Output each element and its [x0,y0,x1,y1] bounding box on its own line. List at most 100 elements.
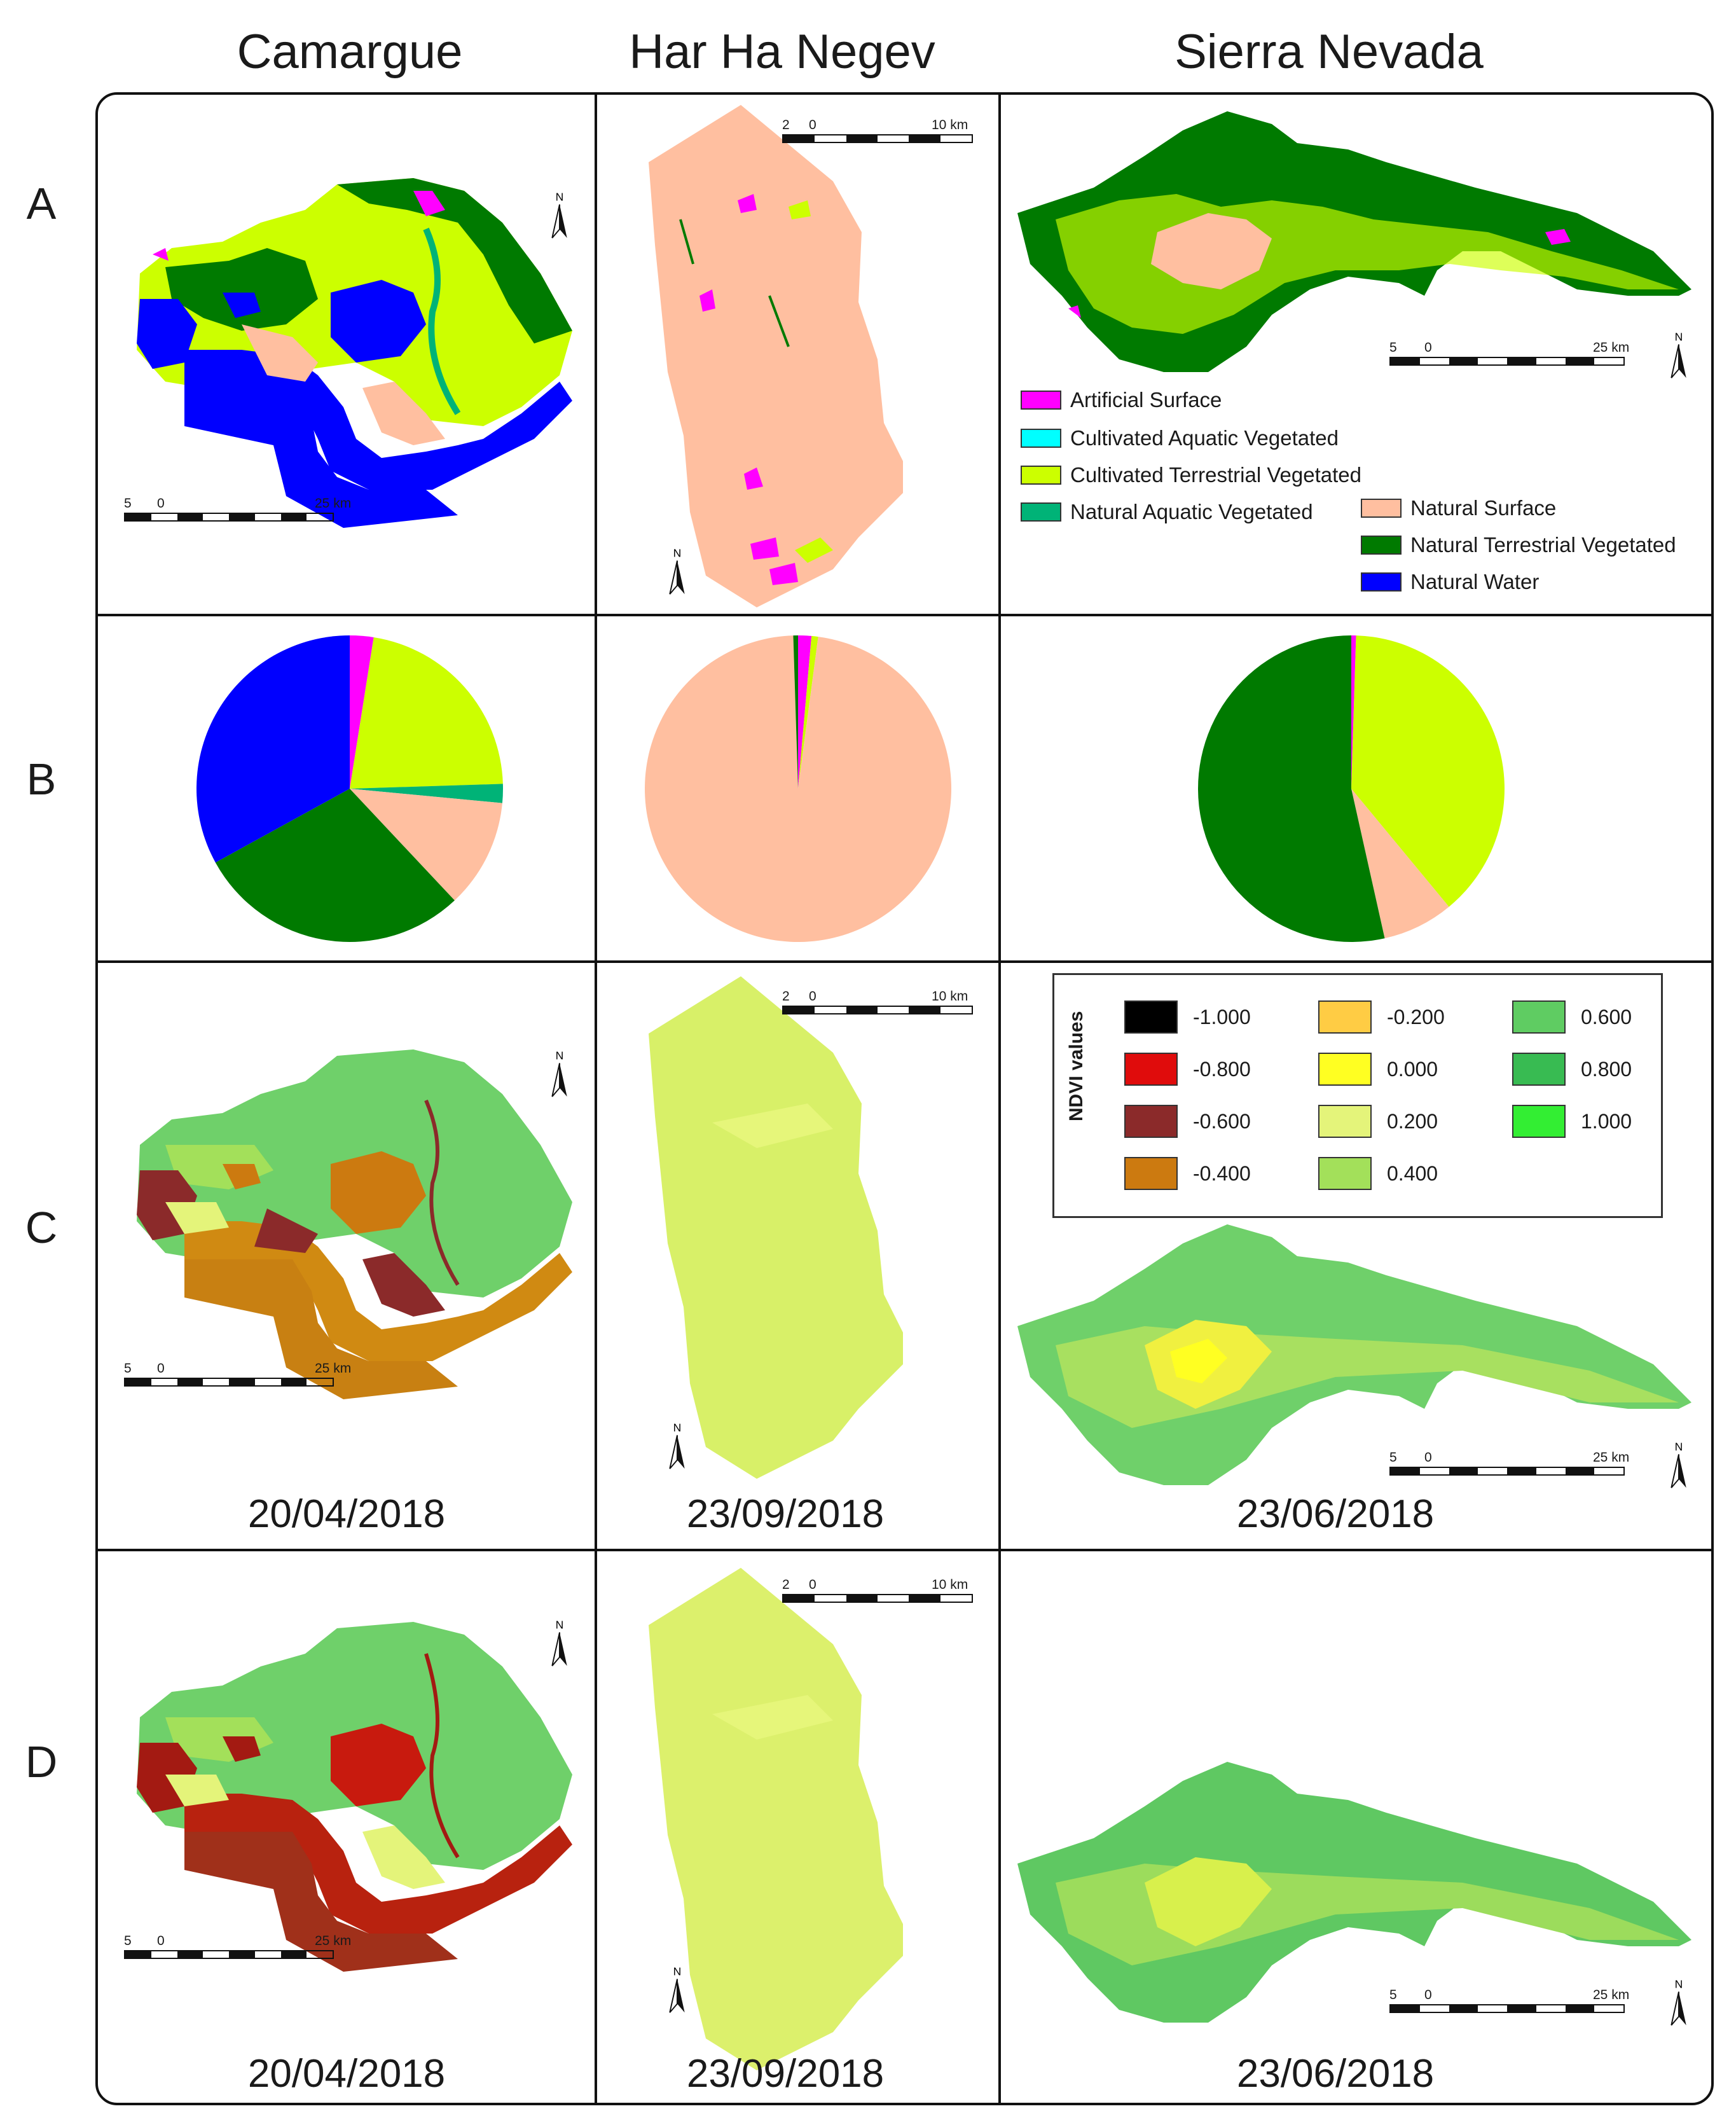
scale-label-left: 5 [124,496,132,511]
column-divider [998,92,1001,2105]
scale-label-right: 10 km [932,1577,968,1592]
scale-label-zero: 0 [1424,1988,1432,2002]
scale-label-left: 5 [1389,1988,1397,2002]
scale-bar-graphic [1389,1467,1625,1476]
ndvi-legend-item: 0.200 [1318,1105,1438,1138]
pie-slice-natural-surface [350,789,502,901]
column-title-negev: Har Ha Negev [629,25,935,79]
scale-bar-camargue-a: 5 0 25 km [124,496,351,524]
scale-bar-negev-c: 2 0 10 km [782,989,973,1017]
ndvi-label: -0.600 [1193,1109,1251,1133]
ndvi-label: 0.200 [1387,1109,1438,1133]
pie-slice-natural-aquatic [350,784,503,803]
pie-slice-artificial-surface [798,635,812,789]
ndvi-swatch [1124,1105,1178,1138]
north-arrow-icon: N [551,1049,567,1097]
pie-slice-natural-terrestrial [793,635,798,789]
scale-label-left: 2 [782,1577,790,1592]
scale-bar-sierra-a: 5 0 25 km [1389,340,1631,368]
legend-swatch [1361,572,1402,592]
ndvi-swatch [1318,1053,1372,1086]
negev-ndvi-map-d [649,1568,903,2070]
scale-label-left: 5 [1389,340,1397,355]
row-label-d: D [25,1737,58,1787]
north-label: N [1675,1978,1683,1991]
ndvi-legend: NDVI values -1.000 -0.800 -0.600 -0.400 … [1052,973,1663,1218]
date-sierra-d: 23/06/2018 [1236,2052,1435,2096]
ndvi-label: -0.200 [1387,1005,1445,1028]
figure-frame [95,92,1714,2105]
sierra-ndvi-map-d [1017,1762,1691,2023]
north-arrow-icon: N [551,191,567,239]
scale-bar-graphic [782,134,973,143]
negev-ndvi-map-c [649,976,903,1479]
camargue-ndvi-map-d [137,1622,572,1972]
pie-slice-artificial-surface [1351,635,1356,789]
ndvi-swatch [1512,1053,1566,1086]
scale-label-left: 5 [1389,1450,1397,1465]
scale-label-zero: 0 [1424,1450,1432,1465]
pie-slice-natural-terrestrial [215,789,455,942]
north-arrow-icon: N [1671,331,1686,378]
date-negev-c: 23/09/2018 [686,1492,885,1536]
ndvi-swatch [1318,1105,1372,1138]
scale-label-right: 25 km [315,496,352,511]
ndvi-legend-title: NDVI values [1066,1011,1087,1121]
ndvi-swatch [1318,1157,1372,1190]
north-label: N [673,547,682,560]
north-label: N [673,1422,682,1434]
camargue-ndvi-map-c [137,1049,572,1399]
row-label-b: B [26,754,57,804]
scale-bar-graphic [124,1950,334,1959]
pie-slice-natural-terrestrial [1198,635,1385,942]
row-divider [95,614,1714,616]
ndvi-legend-item: 0.000 [1318,1053,1438,1086]
legend-item-natural-water: Natural Water [1361,570,1539,594]
north-arrow-icon: N [669,547,685,595]
ndvi-label: 0.800 [1581,1057,1632,1081]
legend-item-cultivated-terrestrial: Cultivated Terrestrial Vegetated [1021,463,1361,487]
pie-slice-cultivated-terrestrial [350,637,503,789]
scale-bar-graphic [782,1006,973,1014]
north-label: N [1675,1441,1683,1453]
row-divider [95,1549,1714,1551]
negev-pie-chart [645,635,951,942]
ndvi-swatch [1124,1000,1178,1034]
ndvi-swatch [1124,1157,1178,1190]
scale-bar-graphic [124,1378,334,1387]
scale-bar-negev-d: 2 0 10 km [782,1577,973,1605]
legend-label: Natural Terrestrial Vegetated [1410,533,1676,557]
ndvi-label: -0.400 [1193,1161,1251,1185]
legend-swatch [1021,466,1061,485]
ndvi-legend-item: 1.000 [1512,1105,1632,1138]
scale-label-left: 2 [782,989,790,1004]
ndvi-label: -1.000 [1193,1005,1251,1028]
scale-bar-sierra-c: 5 0 25 km [1389,1450,1631,1478]
legend-swatch [1361,536,1402,555]
scale-label-zero: 0 [157,1361,165,1376]
scale-label-right: 25 km [1593,1988,1630,2002]
camargue-pie-chart [196,635,503,942]
ndvi-legend-item: 0.800 [1512,1053,1632,1086]
date-camargue-c: 20/04/2018 [247,1492,446,1536]
legend-item-natural-terrestrial: Natural Terrestrial Vegetated [1361,533,1676,557]
legend-swatch [1021,502,1061,522]
scale-bar-camargue-d: 5 0 25 km [124,1934,351,1962]
legend-item-natural-aquatic: Natural Aquatic Vegetated [1021,500,1313,524]
scale-label-left: 5 [124,1934,132,1948]
north-arrow-icon: N [1671,1978,1686,2026]
date-camargue-d: 20/04/2018 [247,2052,446,2096]
pie-slice-artificial-surface [350,635,374,789]
legend-swatch [1021,391,1061,410]
legend-label: Cultivated Aquatic Vegetated [1070,426,1339,450]
north-label: N [556,191,564,204]
north-arrow-icon: N [1671,1441,1686,1488]
negev-landcover-map [649,105,903,607]
scale-label-right: 25 km [315,1934,352,1948]
pie-slice-cultivated-terrestrial [798,635,818,789]
ndvi-legend-item: 0.400 [1318,1157,1438,1190]
row-divider [95,960,1714,963]
scale-bar-camargue-c: 5 0 25 km [124,1361,351,1389]
row-label-c: C [25,1203,58,1252]
ndvi-swatch [1512,1000,1566,1034]
